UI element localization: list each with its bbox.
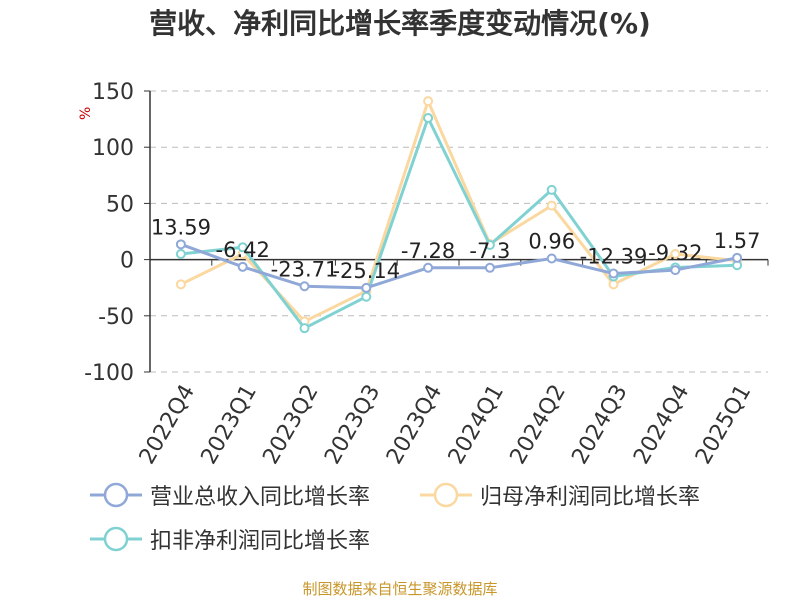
data-point — [237, 242, 248, 253]
data-label: -9.32 — [648, 241, 702, 265]
data-point — [237, 261, 248, 272]
data-label: -25.14 — [332, 259, 400, 283]
data-point — [670, 248, 681, 259]
x-tick-label: 2023Q3 — [320, 381, 385, 469]
x-tick-label: 2024Q1 — [444, 381, 509, 469]
data-point — [423, 96, 434, 107]
x-tick-label: 2023Q2 — [258, 381, 323, 469]
y-tick-label: 100 — [92, 136, 134, 161]
data-point — [361, 291, 372, 302]
legend-item[interactable]: 扣非净利润同比增长率 — [88, 522, 370, 556]
x-tick-label: 2022Q4 — [135, 381, 200, 469]
x-tick-label: 2023Q4 — [382, 380, 447, 468]
data-point — [732, 252, 743, 263]
x-tick-label: 2025Q1 — [691, 381, 756, 469]
legend-label: 扣非净利润同比增长率 — [150, 529, 371, 554]
data-label: -23.71 — [271, 257, 339, 281]
data-point — [423, 262, 434, 273]
x-tick-label: 2024Q2 — [506, 381, 571, 469]
data-source: 制图数据来自恒生聚源数据库 — [302, 580, 498, 598]
legend-item[interactable]: 归母净利润同比增长率 — [418, 478, 700, 512]
legend-swatch — [88, 522, 144, 556]
y-tick-label: -50 — [98, 305, 134, 330]
data-point — [670, 265, 681, 276]
series-line — [180, 242, 738, 290]
data-point — [484, 262, 495, 273]
series-line — [180, 116, 738, 330]
data-point — [175, 279, 186, 290]
data-point — [546, 184, 557, 195]
y-tick-label: -100 — [84, 361, 134, 386]
data-label: -6.42 — [216, 238, 270, 262]
y-tick-label: 50 — [106, 192, 134, 217]
data-label: -7.3 — [469, 239, 510, 263]
data-point — [299, 281, 310, 292]
series-line — [180, 99, 738, 323]
data-label: -12.39 — [580, 245, 648, 269]
data-label: 1.57 — [714, 229, 761, 253]
data-point — [608, 279, 619, 290]
data-label: 13.59 — [151, 215, 211, 239]
x-tick-label: 2024Q4 — [629, 381, 694, 469]
legend-swatch — [88, 478, 144, 512]
chart-title: 营收、净利同比增长率季度变动情况(%) — [149, 7, 651, 40]
legend-swatch — [418, 478, 474, 512]
legend-item[interactable]: 营业总收入同比增长率 — [88, 478, 370, 512]
legend-label: 营业总收入同比增长率 — [150, 485, 371, 510]
x-tick-label: 2023Q1 — [197, 381, 262, 469]
data-point — [423, 112, 434, 123]
data-point — [608, 268, 619, 279]
data-point — [546, 253, 557, 264]
data-point — [484, 239, 495, 250]
data-point — [546, 200, 557, 211]
data-point — [299, 323, 310, 334]
y-tick-label: 150 — [92, 80, 134, 105]
data-point — [175, 248, 186, 259]
data-label: 0.96 — [528, 230, 575, 254]
data-point — [361, 282, 372, 293]
x-tick-label: 2024Q3 — [567, 381, 632, 469]
data-label: -7.28 — [401, 239, 455, 263]
y-tick-label: 0 — [120, 249, 134, 274]
data-point — [175, 239, 186, 250]
legend-label: 归母净利润同比增长率 — [480, 485, 701, 510]
